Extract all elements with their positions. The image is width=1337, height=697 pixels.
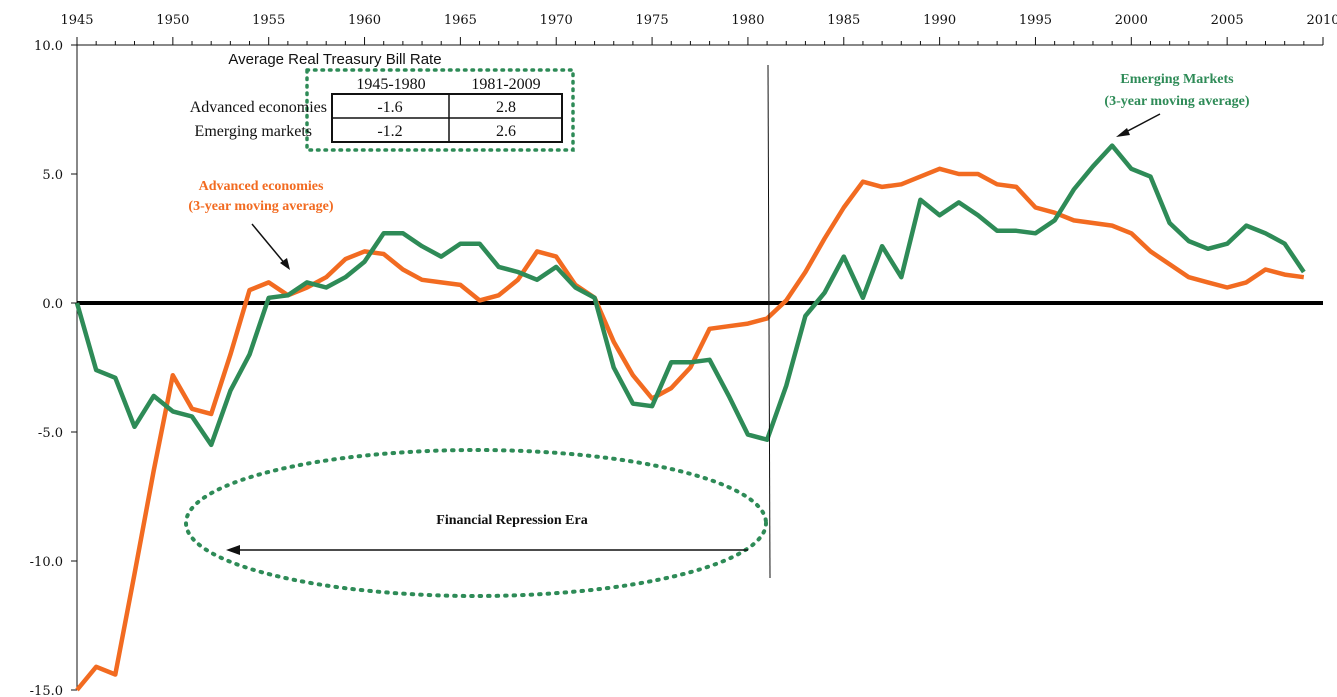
annotations: Advanced economies (3-year moving averag… (184, 64, 1250, 598)
axes: 1945 1950 1955 1960 1965 1970 1975 1980 1985 1990… (30, 13, 1337, 697)
x-tick-label: 2005 (1211, 13, 1244, 28)
x-tick-label: 1990 (923, 13, 956, 28)
table-dotted-frame (305, 68, 575, 152)
x-tick-label: 1970 (540, 13, 573, 28)
x-tick-label: 2010 (1306, 13, 1337, 28)
x-tick-label: 1945 (60, 13, 93, 28)
advanced-sub: (3-year moving average) (188, 199, 333, 214)
x-tick-label: 1980 (731, 13, 764, 28)
emerging-arrow (1121, 113, 1161, 135)
table-cell: 2.8 (496, 99, 516, 116)
era-ellipse (184, 448, 768, 598)
advanced-arrow (251, 223, 287, 266)
table-row-label: Emerging markets (195, 123, 312, 140)
series-line-advanced (75, 166, 1305, 692)
x-tick-label: 2000 (1115, 13, 1148, 28)
table-cell: -1.6 (377, 99, 402, 116)
era-arrowhead (226, 545, 240, 555)
advanced-label: Advanced economies (199, 179, 324, 194)
y-tick-label: -10.0 (30, 555, 63, 570)
emerging-arrowhead (1116, 128, 1130, 137)
table-cell: -1.2 (377, 123, 402, 140)
x-tick-label: 1960 (348, 13, 381, 28)
x-tick-label: 1965 (444, 13, 477, 28)
x-tick-label: 1975 (636, 13, 669, 28)
table-row-label: Advanced economies (190, 99, 327, 116)
y-tick-label: 0.0 (42, 297, 63, 312)
advanced-arrowhead (280, 258, 290, 270)
era-label: Financial Repression Era (436, 513, 587, 528)
emerging-sub: (3-year moving average) (1104, 94, 1249, 109)
y-tick-label: 5.0 (42, 168, 63, 183)
rate-table: Average Real Treasury Bill Rate 1945-198… (190, 51, 575, 152)
table-cell: 2.6 (496, 123, 516, 140)
series-line-emerging (74, 143, 1306, 448)
x-tick-label: 1985 (827, 13, 860, 28)
emerging-label: Emerging Markets (1120, 72, 1234, 87)
divider-1981 (767, 64, 771, 579)
x-tick-label: 1950 (156, 13, 189, 28)
x-tick-label: 1955 (252, 13, 285, 28)
table-title: Average Real Treasury Bill Rate (228, 51, 441, 68)
table-col-2: 1981-2009 (471, 76, 540, 93)
x-tick-label: 1995 (1019, 13, 1052, 28)
y-tick-label: 10.0 (34, 39, 63, 54)
series-group (74, 143, 1306, 692)
y-tick-label: -5.0 (38, 426, 63, 441)
y-tick-label: -15.0 (30, 684, 63, 697)
table-col-1: 1945-1980 (356, 76, 425, 93)
